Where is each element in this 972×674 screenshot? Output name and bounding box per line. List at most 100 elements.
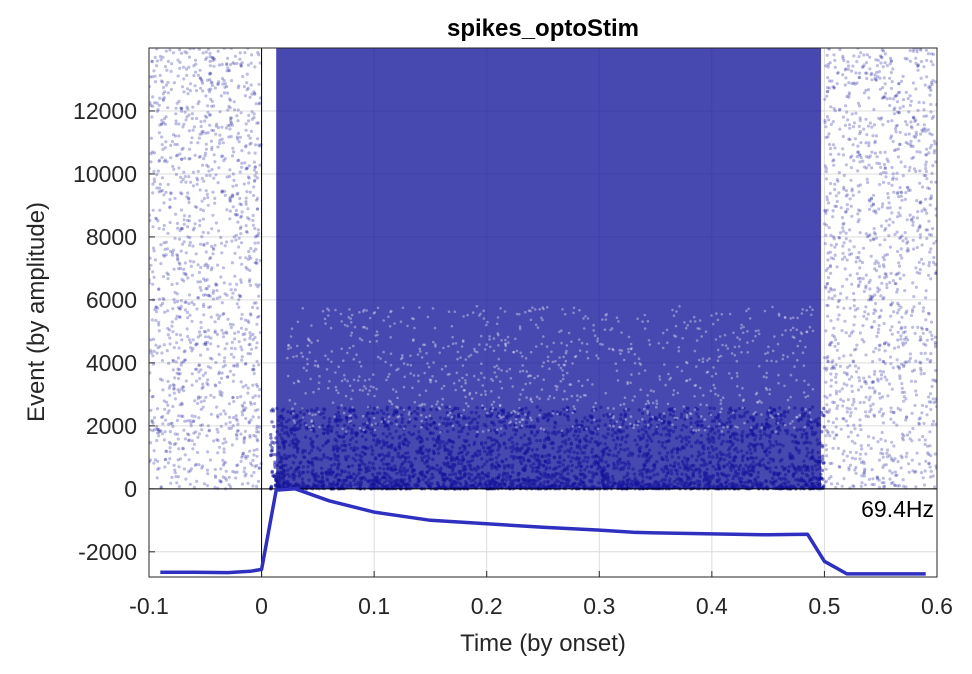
- spike-dot: [177, 99, 181, 103]
- spike-dot: [839, 206, 843, 210]
- spike-dot: [178, 307, 182, 311]
- spike-dot: [882, 296, 886, 300]
- spike-dot: [900, 191, 904, 195]
- spike-dot: [175, 292, 179, 296]
- spike-dot: [828, 343, 832, 347]
- spike-dot: [882, 265, 886, 269]
- spike-dot: [398, 455, 402, 460]
- spike-dot: [887, 382, 892, 386]
- spike-dot: [229, 116, 233, 120]
- spike-dot: [222, 450, 226, 454]
- spike-dot: [186, 218, 190, 222]
- spike-dot: [247, 164, 251, 168]
- spike-dot: [911, 49, 915, 53]
- spike-dot: [172, 387, 176, 391]
- spike-dot: [830, 482, 834, 486]
- spike-dot: [172, 386, 176, 390]
- spike-dot: [829, 271, 833, 275]
- spike-dot: [177, 484, 181, 489]
- spike-dot: [333, 475, 337, 479]
- spike-dot: [864, 71, 868, 75]
- spike-dot: [227, 68, 231, 72]
- spike-dot: [895, 484, 900, 488]
- spike-dot: [374, 457, 378, 461]
- spike-dot: [253, 235, 257, 239]
- spike-dot: [832, 235, 836, 239]
- spike-dot: [249, 246, 253, 251]
- spike-dot: [869, 254, 873, 258]
- spike-dot: [208, 173, 212, 178]
- spike-dot: [919, 372, 923, 376]
- spike-dot: [842, 382, 846, 386]
- spike-dot: [171, 133, 176, 137]
- spike-dot: [909, 125, 913, 129]
- spike-dot: [379, 458, 384, 463]
- spike-dot: [613, 446, 618, 450]
- spike-dot: [239, 232, 243, 236]
- spike-dot: [167, 440, 171, 444]
- spike-dot: [163, 122, 168, 126]
- spike-dot: [862, 469, 867, 473]
- spike-dot: [800, 414, 805, 418]
- spike-dot: [916, 64, 920, 68]
- spike-dot: [178, 333, 183, 337]
- spike-dot: [239, 380, 243, 384]
- spike-dot: [243, 466, 247, 470]
- spike-dot: [727, 482, 731, 486]
- spike-dot: [277, 445, 282, 450]
- spike-dot: [394, 429, 398, 433]
- spike-dot: [898, 236, 902, 240]
- spike-dot: [858, 160, 862, 164]
- spike-dot: [866, 124, 871, 128]
- spike-dot: [204, 287, 208, 291]
- spike-dot: [195, 182, 199, 186]
- spike-dot: [219, 412, 223, 416]
- spike-dot: [486, 436, 490, 440]
- spike-dot: [244, 200, 248, 204]
- spike-dot: [825, 282, 830, 286]
- spike-dot: [221, 458, 225, 462]
- spike-dot: [921, 129, 925, 133]
- spike-dot: [402, 442, 407, 447]
- spike-dot: [934, 379, 937, 383]
- spike-dot: [229, 116, 233, 120]
- spike-dot: [177, 134, 181, 138]
- spike-dot: [247, 421, 251, 425]
- spike-dot: [366, 479, 370, 483]
- spike-dot: [249, 83, 253, 87]
- spike-dot: [848, 126, 852, 130]
- spike-dot: [878, 314, 882, 318]
- spike-dot: [185, 73, 189, 77]
- spike-dot: [180, 338, 184, 342]
- spike-dot: [256, 234, 260, 238]
- spike-dot: [895, 473, 899, 477]
- spike-dot: [689, 421, 693, 425]
- spike-dot: [742, 406, 746, 410]
- spike-dot: [215, 438, 219, 442]
- spike-dot: [625, 482, 629, 487]
- spike-dot: [850, 214, 854, 218]
- spike-dot: [566, 415, 570, 419]
- spike-dot: [660, 467, 664, 471]
- spike-dot: [149, 136, 153, 140]
- spike-dot: [195, 307, 199, 311]
- spike-dot: [673, 425, 678, 430]
- spike-dot: [931, 114, 936, 119]
- spike-dot: [336, 465, 340, 469]
- spike-dot: [241, 405, 245, 409]
- spike-dot: [354, 440, 359, 444]
- spike-dot: [619, 447, 623, 452]
- spike-dot: [176, 306, 180, 310]
- spike-dot: [253, 226, 257, 231]
- spike-dot: [216, 126, 220, 130]
- spike-dot: [670, 455, 674, 459]
- spike-dot: [389, 476, 393, 481]
- spike-dot: [922, 306, 926, 310]
- spike-dot: [881, 86, 885, 90]
- spike-dot: [210, 81, 214, 85]
- spike-dot: [920, 243, 924, 247]
- spike-dot: [480, 471, 484, 475]
- spike-dot: [541, 416, 546, 420]
- spike-dot: [155, 59, 159, 63]
- spike-dot: [899, 247, 903, 251]
